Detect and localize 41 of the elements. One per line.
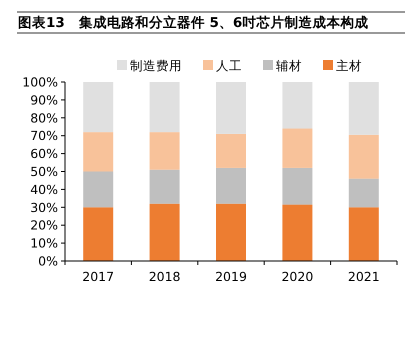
x-tick-label: 2021 — [348, 269, 380, 284]
legend-label: 辅材 — [276, 58, 302, 73]
y-tick-label: 100% — [22, 74, 58, 90]
y-tick-label: 50% — [30, 164, 58, 179]
bar — [83, 82, 114, 132]
legend-label: 制造费用 — [130, 58, 182, 73]
legend-label: 主材 — [336, 58, 362, 73]
bar — [216, 168, 246, 204]
y-tick-label: 10% — [30, 236, 58, 251]
bar — [282, 168, 312, 205]
bar — [150, 204, 180, 261]
bar — [216, 134, 246, 168]
x-tick-label: 2017 — [82, 269, 114, 284]
x-tick-label: 2018 — [148, 269, 181, 284]
chart-title: 图表13 集成电路和分立器件 5、6吋芯片制造成本构成 — [18, 14, 368, 31]
bar — [216, 204, 246, 261]
legend-label: 人工 — [216, 58, 242, 73]
bar — [216, 82, 246, 134]
y-tick-label: 60% — [30, 146, 58, 162]
bar — [83, 132, 114, 172]
y-tick-label: 30% — [30, 200, 58, 215]
y-tick-label: 90% — [30, 92, 58, 108]
y-tick-label: 0% — [38, 254, 58, 268]
bar — [348, 178, 379, 208]
bar — [282, 128, 312, 168]
y-tick-label: 20% — [30, 218, 58, 233]
bar — [150, 132, 180, 170]
bar — [348, 134, 379, 179]
bar — [150, 82, 180, 132]
bar — [282, 204, 312, 261]
y-tick-label: 70% — [30, 128, 58, 144]
x-tick-label: 2020 — [281, 269, 314, 284]
bar — [83, 172, 114, 208]
bar — [83, 207, 114, 261]
bar — [282, 82, 312, 129]
y-tick-label: 40% — [30, 182, 58, 197]
x-tick-label: 2019 — [215, 269, 247, 284]
bar — [348, 82, 379, 135]
bar — [348, 207, 379, 261]
y-tick-label: 80% — [30, 110, 58, 126]
bar — [150, 170, 180, 204]
